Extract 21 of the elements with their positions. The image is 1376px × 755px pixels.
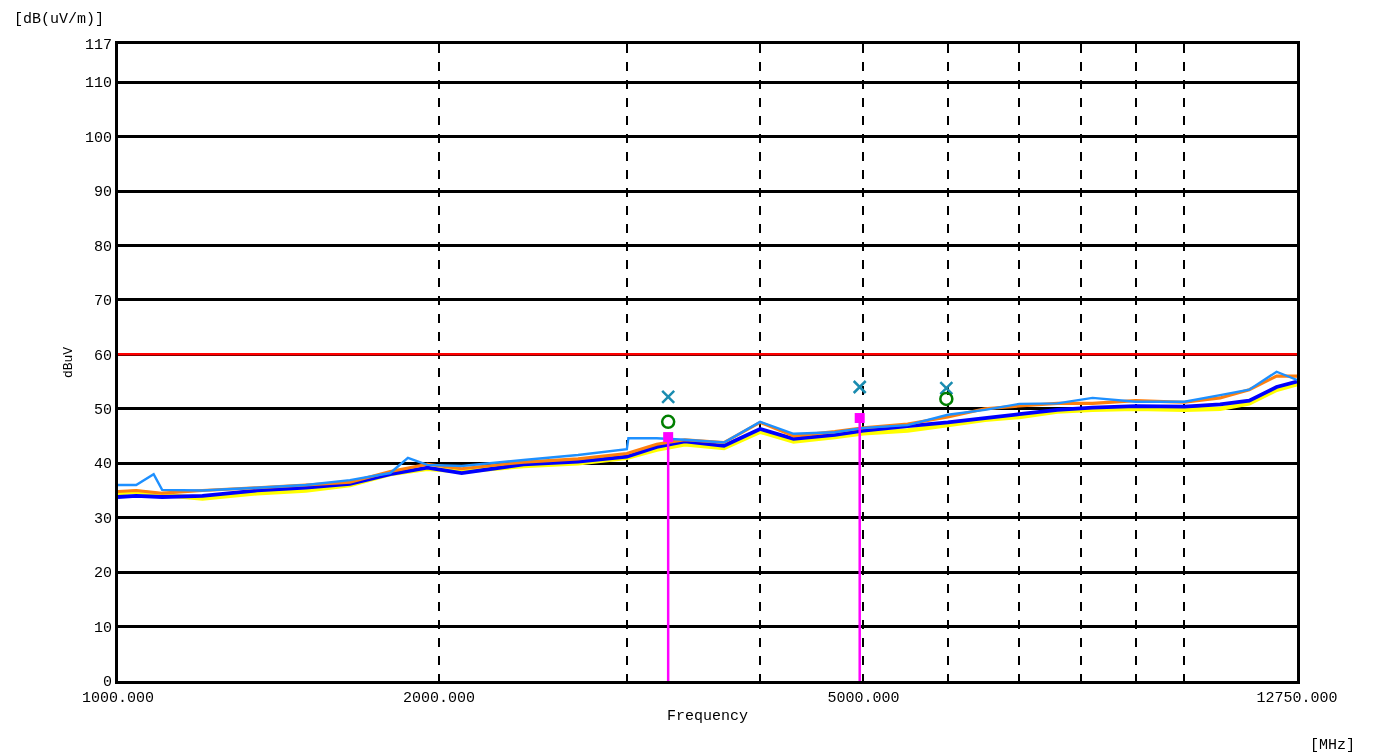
y-tick-label: 80 [93,238,112,256]
y-tick-label: 40 [93,456,112,474]
y-tick-label: 10 [93,619,112,637]
y-tick-label: 60 [93,347,112,365]
y-tick-label: 100 [84,129,112,147]
y-tick-label: 0 [102,674,112,692]
y-tick-label: 30 [93,510,112,528]
y-tick-label: 50 [93,402,112,420]
chart-title: [dB(uV/m)] [14,11,105,28]
x-axis-title: Frequency [666,708,749,725]
text: [MHz] [1310,737,1356,754]
y-tick-label: 117 [84,37,112,55]
y-tick-label: 70 [93,293,112,311]
y-tick-label: 110 [84,75,112,93]
x-tick-label: 5000.000 [827,690,900,707]
x-tick-label: 1000.000 [81,690,155,707]
x-tick-label: 2000.000 [403,690,476,707]
y-tick-label: 20 [93,565,112,583]
y-axis-title: dBuV [60,346,76,379]
x-tick-label: 12750.000 [1256,690,1338,707]
y-tick-label: 90 [93,184,112,202]
